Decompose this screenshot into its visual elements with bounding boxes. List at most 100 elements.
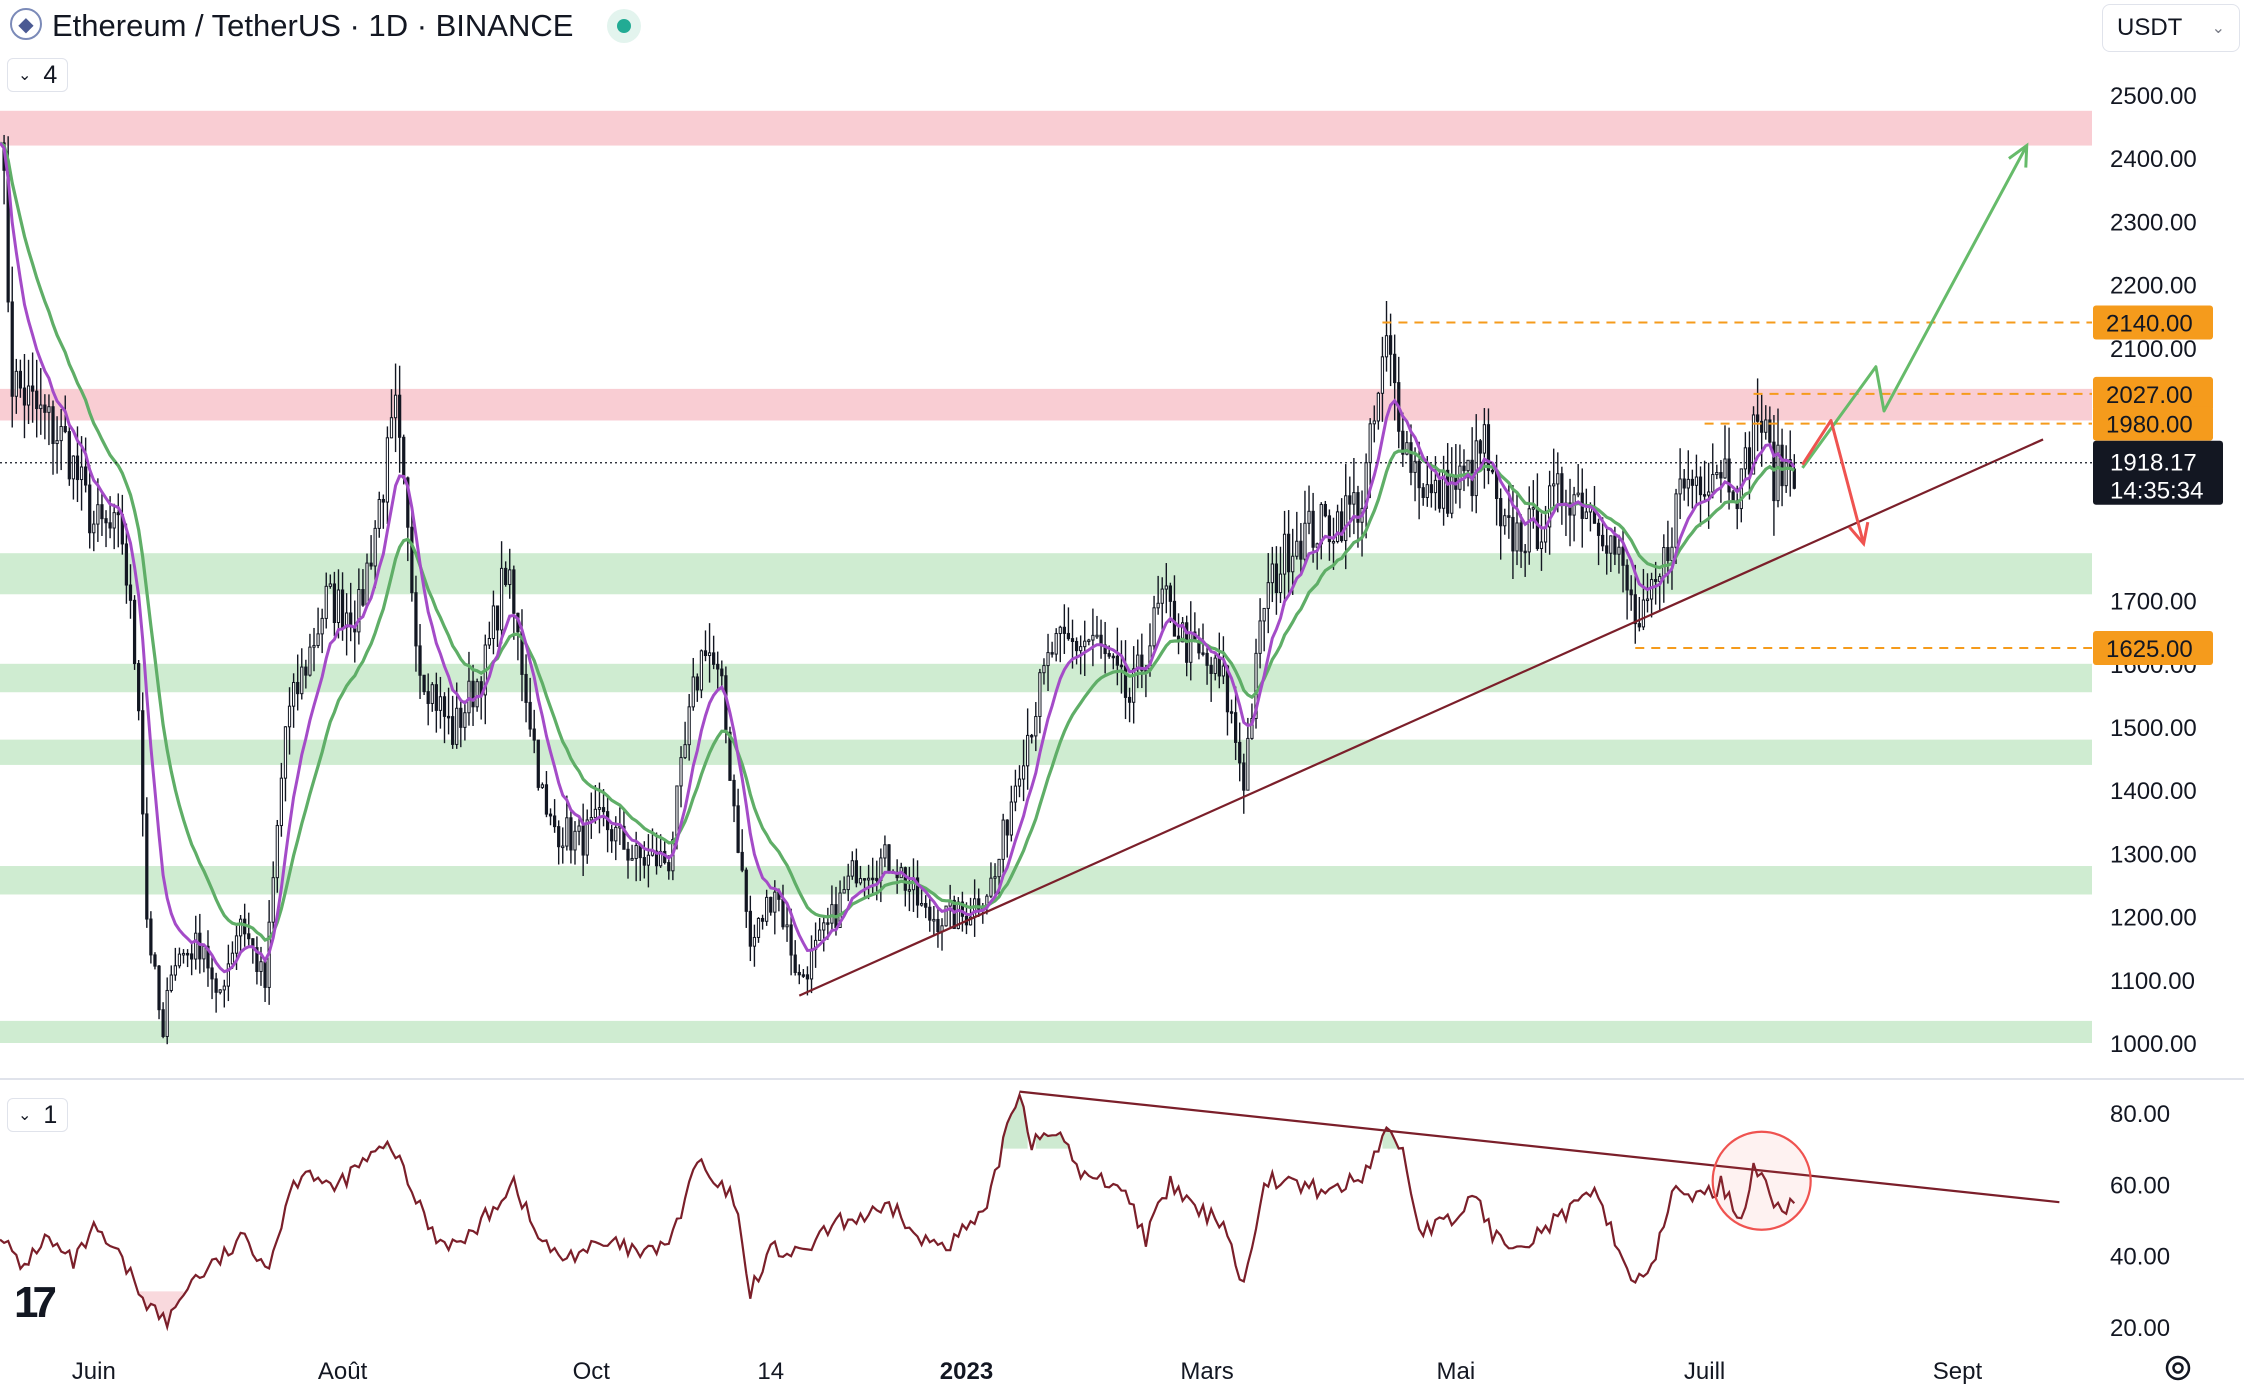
candle-body xyxy=(291,681,296,707)
candle-body xyxy=(540,784,544,788)
candle-body xyxy=(79,466,84,481)
candle-body xyxy=(1776,444,1780,502)
candle-body xyxy=(446,715,451,719)
candle-body xyxy=(1596,522,1601,536)
candle-body xyxy=(858,878,863,884)
candle-body xyxy=(826,922,830,925)
candle-body xyxy=(124,543,129,586)
candle-body xyxy=(1278,573,1283,594)
time-tick-label: Août xyxy=(318,1358,368,1385)
candle-body xyxy=(805,974,810,980)
candle-body xyxy=(1409,442,1413,473)
candle-body xyxy=(1719,472,1723,479)
candle-body xyxy=(822,922,826,931)
candle-body xyxy=(1132,668,1136,703)
candle-body xyxy=(210,967,214,980)
candle-body xyxy=(1189,631,1193,663)
candle-body xyxy=(1327,515,1332,543)
candle-body xyxy=(944,905,948,927)
chevron-down-icon: ⌄ xyxy=(2211,20,2225,37)
candle-body xyxy=(177,953,182,967)
candle-body xyxy=(287,705,292,728)
candle-body xyxy=(1303,522,1307,560)
candle-body xyxy=(55,440,59,445)
candle-body xyxy=(646,854,651,866)
candle-body xyxy=(206,945,210,969)
candle-body xyxy=(88,484,92,534)
indicators-toggle[interactable]: ⌄ 4 xyxy=(7,58,69,92)
candle-body xyxy=(1221,665,1226,677)
candle-body xyxy=(667,862,671,872)
candle-body xyxy=(59,426,63,442)
candle-body xyxy=(1486,424,1491,471)
candle-body xyxy=(862,878,867,881)
tradingview-logo-icon: 17 xyxy=(14,1278,57,1327)
bullish-arrow xyxy=(1801,144,2029,469)
support-zone xyxy=(0,866,2092,895)
candle-body xyxy=(728,731,732,781)
candle-body xyxy=(1751,414,1756,475)
candle-body xyxy=(63,426,67,433)
rsi-oversold-fill xyxy=(138,1291,184,1328)
candle-body xyxy=(1246,737,1250,791)
candle-body xyxy=(1311,510,1315,548)
candle-body xyxy=(732,779,736,807)
ethereum-logo-icon: ◆ xyxy=(10,8,42,40)
candle-body xyxy=(100,504,104,520)
candle-body xyxy=(308,646,312,676)
candle-body xyxy=(1258,620,1262,654)
candle-body xyxy=(1629,589,1633,596)
candle-body xyxy=(1425,484,1429,498)
candle-body xyxy=(1164,585,1168,590)
arrow-head xyxy=(2008,142,2029,168)
rsi-tick-label: 80.00 xyxy=(2110,1101,2170,1128)
candle-body xyxy=(1768,419,1772,443)
candle-body xyxy=(1723,458,1727,479)
rsi-indicators-toggle[interactable]: ⌄ 1 xyxy=(7,1098,69,1132)
candle-body xyxy=(1009,801,1013,836)
candle-body xyxy=(1323,503,1327,517)
candle-body xyxy=(989,877,993,897)
support-zone xyxy=(0,553,2092,595)
candle-body xyxy=(336,589,341,624)
resistance-zone xyxy=(0,110,2092,146)
candle-body xyxy=(190,953,194,960)
candle-body xyxy=(218,989,222,993)
candle-body xyxy=(198,932,202,960)
candle-body xyxy=(797,971,801,976)
time-tick-label: Mai xyxy=(1437,1358,1476,1385)
candle-body xyxy=(181,952,186,956)
settings-gear-icon[interactable] xyxy=(2162,1352,2194,1384)
candle-body xyxy=(512,569,516,614)
candle-body xyxy=(312,644,316,648)
candle-body xyxy=(185,952,190,956)
candle-body xyxy=(683,744,687,759)
candle-body xyxy=(1352,492,1356,505)
candle-body xyxy=(960,901,965,917)
candle-body xyxy=(1678,478,1682,495)
price-tick-label: 1000.00 xyxy=(2110,1031,2197,1058)
ema-fast-line xyxy=(0,142,1796,974)
candle-body xyxy=(765,896,769,922)
candle-body xyxy=(1058,626,1062,635)
candle-body xyxy=(157,965,161,1011)
candle-body xyxy=(830,904,834,924)
candle-body xyxy=(536,739,540,788)
candle-body xyxy=(324,585,328,619)
time-tick-label: Mars xyxy=(1180,1358,1233,1385)
candle-body xyxy=(14,370,18,397)
time-tick-label: 14 xyxy=(757,1358,784,1385)
candle-body xyxy=(1625,564,1629,591)
symbol-title[interactable]: Ethereum / TetherUS · 1D · BINANCE xyxy=(52,8,574,43)
candle-body xyxy=(773,891,777,913)
candle-body xyxy=(1682,478,1686,489)
candle-body xyxy=(1021,765,1026,780)
rsi-tick-label: 60.00 xyxy=(2110,1172,2170,1199)
candle-body xyxy=(153,954,157,967)
candle-body xyxy=(1034,715,1038,737)
candle-body xyxy=(1670,546,1674,561)
candle-body xyxy=(169,974,173,991)
currency-select[interactable]: USDT ⌄ xyxy=(2102,4,2240,52)
candle-body xyxy=(1601,534,1605,547)
